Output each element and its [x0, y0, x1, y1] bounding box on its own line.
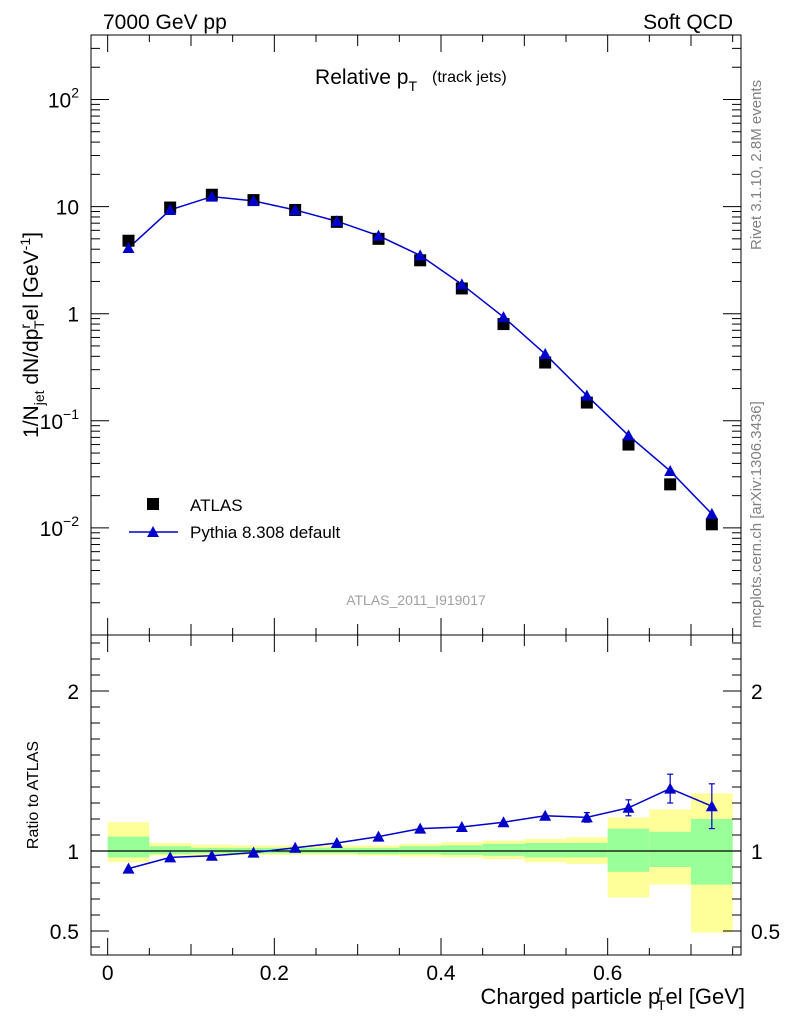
pythia-point — [164, 203, 177, 215]
ratio-y-tick-label-left: 0.5 — [50, 921, 79, 944]
legend-atlas-marker — [147, 498, 159, 510]
ratio-band-inner — [691, 819, 733, 885]
ratio-frame — [90, 634, 742, 956]
x-tick-label: 0.2 — [260, 962, 289, 985]
pythia-point — [205, 190, 218, 202]
atlas-point — [122, 234, 135, 247]
y-tick-label: 10 — [56, 197, 79, 220]
ratio-band-inner — [149, 846, 191, 855]
main-axis-ticks — [91, 34, 741, 636]
pythia-point — [289, 203, 302, 215]
y-tick-label: 10−2 — [40, 513, 80, 541]
pythia-point — [372, 229, 385, 241]
legend-pythia-marker — [147, 526, 159, 537]
pythia-point — [622, 429, 635, 441]
ratio-point — [455, 821, 468, 832]
ratio-band-inner — [607, 828, 650, 872]
mcplots-label: mcplots.cern.ch [arXiv:1306.3436] — [748, 401, 765, 628]
pythia-point — [414, 249, 427, 261]
pythia-point — [705, 507, 718, 519]
ratio-y-tick-label-right: 2 — [751, 681, 763, 704]
ratio-point — [622, 801, 635, 813]
legend-atlas-label: ATLAS — [190, 496, 243, 515]
pythia-point — [664, 464, 677, 476]
ratio-band-inner — [566, 843, 608, 858]
atlas-point — [705, 518, 718, 531]
pythia-markers — [122, 190, 718, 519]
pythia-point — [580, 389, 593, 401]
ratio-y-tick-label-right: 0.5 — [751, 921, 780, 944]
x-tick-label: 0.6 — [593, 962, 622, 985]
ratio-point — [497, 816, 510, 828]
ratio-band-inner — [107, 836, 150, 858]
ratio-y-tick-labels: 0.5 0.5 1 1 2 2 — [50, 681, 780, 944]
pythia-curve — [127, 195, 713, 515]
ratio-band-inner — [399, 846, 441, 855]
ratio-y-tick-label-left: 2 — [67, 681, 79, 704]
atlas-point — [622, 438, 635, 451]
ratio-y-tick-label-right: 1 — [751, 841, 763, 864]
ratio-bands — [107, 793, 733, 933]
ratio-pythia-markers — [122, 773, 718, 874]
x-axis-label: Charged particle pr Tel [GeV] — [481, 982, 746, 1013]
chart-title: Relative pT — [315, 66, 417, 94]
pythia-point — [247, 194, 260, 206]
ratio-point — [122, 862, 135, 874]
atlas-point — [539, 356, 552, 369]
y-axis-label: 1/Njet dN/dprTel [GeV-1] — [17, 232, 47, 438]
ratio-point — [705, 800, 718, 812]
x-tick-label: 0 — [102, 962, 114, 985]
ratio-point — [372, 830, 385, 842]
ratio-point — [205, 849, 218, 861]
atlas-markers — [122, 188, 718, 531]
ratio-axis-ticks — [91, 635, 741, 955]
ratio-band-inner — [649, 831, 691, 867]
energy-label: 7000 GeV pp — [103, 11, 227, 34]
ratio-point — [664, 782, 677, 794]
pythia-point — [330, 215, 343, 227]
main-y-tick-labels: 10−2 10−1 1 10 102 — [40, 84, 80, 540]
main-frame — [90, 34, 742, 636]
ratio-point — [539, 809, 552, 821]
ratio-point — [330, 837, 343, 848]
ratio-band-inner — [524, 843, 566, 858]
process-label: Soft QCD — [643, 11, 733, 34]
ratio-y-axis-label: Ratio to ATLAS — [25, 741, 42, 849]
pythia-line — [127, 195, 713, 515]
pythia-point — [455, 278, 468, 290]
ratio-panel: 0.5 0.5 1 1 2 2 0 0.2 0.4 0.6 Ratio to ATLAS Cha… — [25, 634, 780, 1013]
x-tick-label: 0.4 — [426, 962, 456, 985]
ratio-point — [414, 822, 427, 834]
ratio-point — [247, 846, 260, 858]
ratio-y-tick-label-left: 1 — [67, 841, 79, 864]
y-tick-label: 102 — [48, 84, 79, 112]
pythia-point — [497, 311, 510, 323]
pythia-point — [539, 348, 552, 360]
pythia-point — [122, 242, 135, 254]
y-tick-label: 10−1 — [40, 406, 80, 434]
ratio-band-inner — [441, 845, 483, 855]
ratio-band-inner — [482, 843, 525, 856]
y-tick-label: 1 — [67, 304, 79, 327]
ratio-point — [289, 841, 302, 853]
analysis-watermark: ATLAS_2011_I919017 — [346, 592, 486, 608]
ratio-point — [580, 811, 593, 823]
chart-title-suffix: (track jets) — [432, 69, 507, 86]
legend-pythia-label: Pythia 8.308 default — [190, 523, 341, 542]
ratio-point — [164, 851, 177, 863]
rivet-label: Rivet 3.1.10, 2.8M events — [748, 80, 765, 250]
legend: ATLAS Pythia 8.308 default — [129, 496, 341, 542]
x-tick-labels: 0 0.2 0.4 0.6 — [102, 962, 622, 985]
atlas-point — [664, 478, 677, 491]
